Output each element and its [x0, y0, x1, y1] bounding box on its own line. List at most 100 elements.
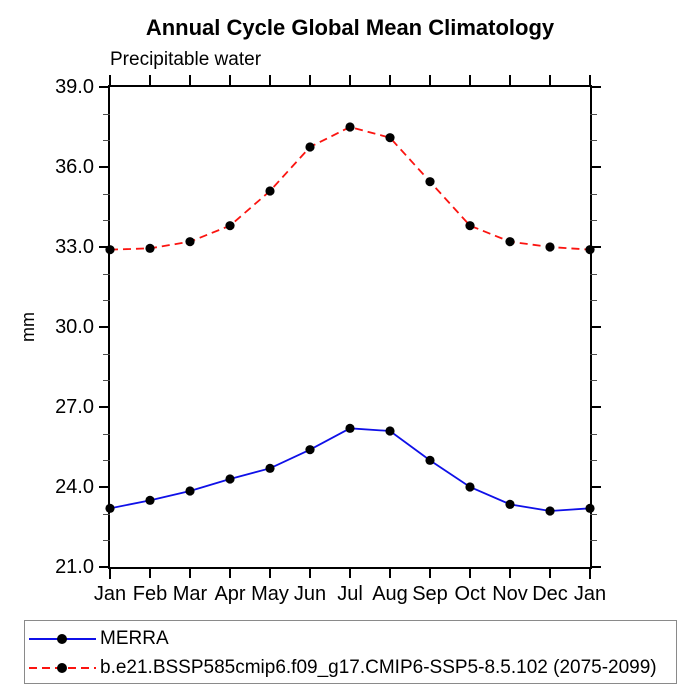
data-point-marker — [545, 506, 555, 516]
y-minor-tick-right — [590, 433, 597, 435]
x-tick-label: Apr — [214, 583, 246, 605]
data-point-marker — [345, 423, 355, 433]
y-minor-tick-left — [103, 513, 110, 515]
y-minor-tick-right — [590, 193, 597, 195]
y-major-tick-left — [99, 246, 110, 248]
x-tick-label: Jul — [337, 583, 363, 605]
x-tick-bottom — [389, 567, 391, 578]
y-minor-tick-right — [590, 273, 597, 275]
x-tick-bottom — [509, 567, 511, 578]
x-tick-top — [429, 75, 431, 87]
y-minor-tick-right — [590, 540, 597, 542]
data-point-marker — [585, 503, 595, 513]
y-major-tick-right — [590, 406, 601, 408]
data-point-marker — [105, 245, 115, 255]
x-tick-label: Aug — [372, 583, 408, 605]
y-minor-tick-right — [590, 140, 597, 142]
data-point-marker — [465, 482, 475, 492]
legend-swatch — [29, 629, 96, 649]
chart-title: Annual Cycle Global Mean Climatology — [145, 15, 555, 40]
x-tick-bottom — [429, 567, 431, 578]
x-tick-label: Mar — [172, 583, 208, 605]
x-tick-label: Jun — [293, 583, 327, 605]
x-tick-bottom — [309, 567, 311, 578]
y-major-tick-right — [590, 486, 601, 488]
y-major-tick-right — [590, 326, 601, 328]
y-major-tick-right — [590, 246, 601, 248]
y-minor-tick-left — [103, 220, 110, 222]
y-minor-tick-left — [103, 353, 110, 355]
data-point-marker — [345, 122, 355, 132]
data-point-marker — [505, 237, 515, 247]
y-minor-tick-right — [590, 353, 597, 355]
x-tick-top — [549, 75, 551, 87]
y-minor-tick-right — [590, 380, 597, 382]
y-minor-tick-right — [590, 300, 597, 302]
data-point-marker — [305, 142, 315, 152]
data-point-marker — [465, 221, 475, 231]
y-minor-tick-left — [103, 193, 110, 195]
x-tick-top — [269, 75, 271, 87]
series-line-merra — [109, 427, 591, 512]
data-point-marker — [385, 426, 395, 436]
x-tick-top — [349, 75, 351, 87]
y-tick-label: 33.0 — [55, 236, 94, 258]
x-tick-label: Dec — [532, 583, 568, 605]
y-tick-label: 39.0 — [55, 76, 94, 98]
legend-label: MERRA — [100, 628, 169, 649]
y-minor-tick-right — [590, 113, 597, 115]
y-minor-tick-right — [590, 460, 597, 462]
y-minor-tick-left — [103, 300, 110, 302]
y-tick-label: 27.0 — [55, 396, 94, 418]
x-tick-bottom — [589, 567, 591, 579]
x-tick-bottom — [229, 567, 231, 578]
legend-marker-dot-icon — [57, 663, 67, 673]
y-minor-tick-left — [103, 273, 110, 275]
x-tick-top — [589, 75, 591, 87]
x-tick-bottom — [349, 567, 351, 578]
y-minor-tick-left — [103, 113, 110, 115]
y-major-tick-left — [99, 326, 110, 328]
y-minor-tick-right — [590, 220, 597, 222]
y-major-tick-left — [99, 566, 110, 568]
legend-swatch — [29, 658, 96, 678]
legend-label: b.e21.BSSP585cmip6.f09_g17.CMIP6-SSP5-8.… — [100, 657, 657, 678]
series-line-model — [109, 126, 591, 251]
x-tick-top — [509, 75, 511, 87]
y-minor-tick-left — [103, 433, 110, 435]
data-point-marker — [425, 177, 435, 187]
y-minor-tick-left — [103, 380, 110, 382]
x-tick-label: Jan — [93, 583, 127, 605]
y-minor-tick-left — [103, 140, 110, 142]
x-tick-bottom — [109, 567, 111, 579]
legend-marker-dot-icon — [57, 634, 67, 644]
data-point-marker — [545, 242, 555, 252]
legend-item: MERRA — [29, 629, 169, 649]
y-major-tick-left — [99, 166, 110, 168]
x-tick-top — [149, 75, 151, 87]
x-tick-top — [189, 75, 191, 87]
x-tick-label: May — [251, 583, 289, 605]
y-major-tick-left — [99, 406, 110, 408]
y-major-tick-right — [590, 86, 601, 88]
y-minor-tick-left — [103, 540, 110, 542]
x-tick-top — [469, 75, 471, 87]
y-major-tick-right — [590, 166, 601, 168]
x-tick-bottom — [549, 567, 551, 578]
x-tick-top — [309, 75, 311, 87]
x-tick-label: Sep — [412, 583, 448, 605]
data-point-marker — [265, 186, 275, 196]
y-tick-label: 24.0 — [55, 476, 94, 498]
x-tick-bottom — [469, 567, 471, 578]
data-point-marker — [145, 243, 155, 253]
chart-subtitle: Precipitable water — [110, 49, 262, 70]
legend-box: MERRA b.e21.BSSP585cmip6.f09_g17.CMIP6-SS… — [24, 620, 677, 684]
x-tick-top — [109, 75, 111, 87]
y-minor-tick-right — [590, 513, 597, 515]
legend-item: b.e21.BSSP585cmip6.f09_g17.CMIP6-SSP5-8.… — [29, 658, 657, 678]
data-point-marker — [145, 495, 155, 505]
data-point-marker — [265, 463, 275, 473]
data-point-marker — [185, 237, 195, 247]
x-tick-bottom — [269, 567, 271, 578]
